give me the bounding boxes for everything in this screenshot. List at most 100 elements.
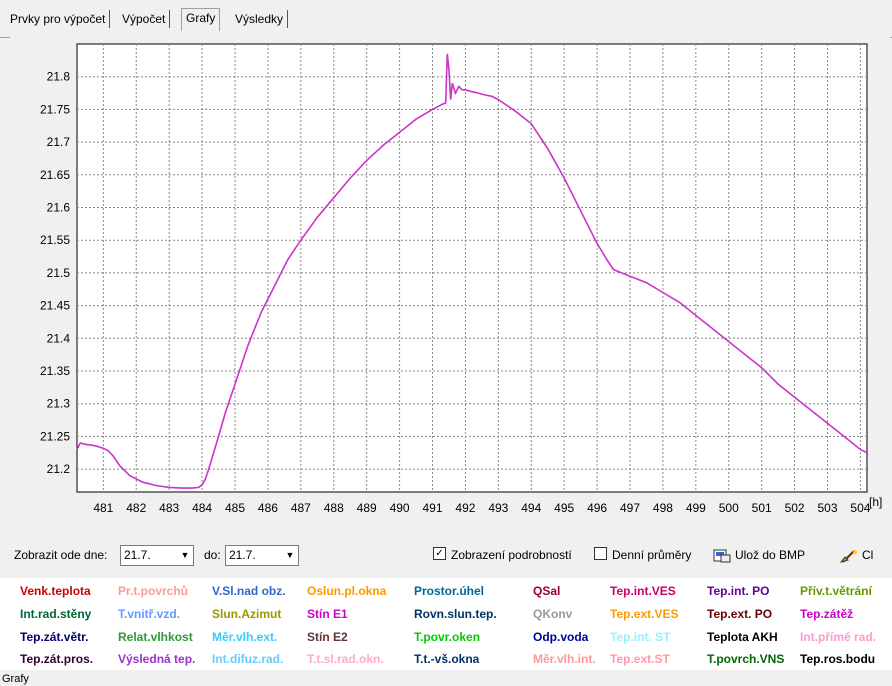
x-tick-label: 489 — [357, 501, 377, 515]
x-tick-label: 493 — [488, 501, 508, 515]
legend-item[interactable]: Oslun.pl.okna — [307, 584, 387, 598]
legend-item[interactable]: Rovn.slun.tep. — [414, 607, 497, 621]
legend-item[interactable]: Tep.int.VES — [610, 584, 676, 598]
from-date-value: 21.7. — [124, 548, 151, 562]
x-tick-label: 500 — [719, 501, 739, 515]
x-tick-label: 487 — [291, 501, 311, 515]
chart-controls: Zobrazit ode dne: 21.7. ▼ do: 21.7. ▼ ✓ … — [0, 540, 892, 570]
legend-item[interactable]: T.povrch.VNS — [707, 652, 785, 666]
y-tick-label: 21.6 — [47, 201, 71, 215]
save-bmp-label: Ulož do BMP — [735, 548, 806, 562]
broom-icon — [840, 549, 857, 563]
legend-item[interactable]: Stín E2 — [307, 630, 348, 644]
x-tick-label: 499 — [686, 501, 706, 515]
chevron-down-icon[interactable]: ▼ — [282, 546, 298, 565]
to-date-label: do: — [204, 548, 221, 562]
y-tick-label: 21.55 — [40, 233, 70, 247]
x-tick-label: 492 — [455, 501, 475, 515]
y-tick-label: 21.8 — [47, 70, 71, 84]
legend-item[interactable]: Výsledná tep. — [118, 652, 196, 666]
from-date-select[interactable]: 21.7. ▼ — [120, 545, 194, 566]
y-tick-label: 21.7 — [47, 135, 71, 149]
legend-item[interactable]: Int.rad.stěny — [20, 607, 92, 621]
tab-vypocet[interactable]: Výpočet — [118, 10, 171, 28]
clear-label: Cl — [862, 548, 874, 562]
x-tick-label: 504 — [850, 501, 870, 515]
tab-prvky-pro-vypocet[interactable]: Prvky pro výpočet — [6, 10, 111, 28]
legend-item[interactable]: T.t.sl.rad.okn. — [307, 652, 384, 666]
legend-item[interactable]: Venk.teplota — [20, 584, 91, 598]
daily-averages-checkbox[interactable] — [594, 547, 607, 560]
legend-item[interactable]: Tep.zátěž — [800, 607, 854, 621]
legend-item[interactable]: Teplota AKH — [707, 630, 778, 644]
line-chart: 21.2 21.25 21.3 21.35 21.4 21.45 21.5 21.55 21.6… — [40, 43, 882, 515]
to-date-value: 21.7. — [229, 548, 256, 562]
legend-item[interactable]: QKonv — [533, 607, 573, 621]
legend-item[interactable]: Přív.t.větrání — [800, 584, 872, 598]
legend-item[interactable]: Int.difuz.rad. — [212, 652, 284, 666]
tab-grafy[interactable]: Grafy — [181, 8, 221, 31]
y-tick-label: 21.35 — [40, 364, 70, 378]
chart-area: 21.2 21.25 21.3 21.35 21.4 21.45 21.5 21.55 21.6… — [10, 34, 890, 534]
x-tick-labels: 481 482 483 484 485 486 487 488 489 490 491 492 493 4… — [93, 501, 870, 515]
y-tick-label: 21.25 — [40, 429, 70, 443]
x-tick-label: 486 — [258, 501, 278, 515]
chevron-down-icon[interactable]: ▼ — [177, 546, 193, 565]
y-tick-labels: 21.2 21.25 21.3 21.35 21.4 21.45 21.5 21.55 21.6… — [40, 70, 70, 476]
y-tick-label: 21.5 — [47, 266, 71, 280]
legend-item[interactable]: Tep.int. PO — [707, 584, 770, 598]
y-tick-label: 21.65 — [40, 168, 70, 182]
legend-item[interactable]: Tep.ext. PO — [707, 607, 773, 621]
x-tick-label: 485 — [225, 501, 245, 515]
legend-item[interactable]: QSal — [533, 584, 561, 598]
legend-item[interactable]: Int.přímé rad. — [800, 630, 877, 644]
x-axis-unit: [h] — [869, 495, 882, 509]
x-tick-label: 490 — [390, 501, 410, 515]
legend-item[interactable]: T.t.-vš.okna — [414, 652, 480, 666]
tab-bar: Prvky pro výpočet Výpočet Grafy Výsledky — [0, 8, 892, 38]
legend-item[interactable]: Měr.vlh.int. — [533, 652, 596, 666]
x-tick-label: 491 — [422, 501, 442, 515]
x-tick-label: 497 — [620, 501, 640, 515]
grid-lines — [77, 44, 867, 492]
legend-item[interactable]: Slun.Azimut — [212, 607, 282, 621]
legend-item[interactable]: Relat.vlhkost — [118, 630, 193, 644]
legend-item[interactable]: Tep.int. ST — [610, 630, 671, 644]
plot-background — [76, 43, 868, 493]
y-tick-label: 21.75 — [40, 102, 70, 116]
legend-item[interactable]: T.vnitř.vzd. — [118, 607, 181, 621]
x-tick-label: 495 — [554, 501, 574, 515]
details-label: Zobrazení podrobností — [451, 548, 572, 562]
x-tick-label: 502 — [785, 501, 805, 515]
series-legend: Venk.teplota Pr.t.povrchů V.Sl.nad obz. Osl… — [0, 578, 892, 670]
legend-item[interactable]: Tep.ros.bodu — [800, 652, 876, 666]
tab-vysledky[interactable]: Výsledky — [231, 10, 289, 28]
legend-item[interactable]: V.Sl.nad obz. — [212, 584, 286, 598]
legend-item[interactable]: Měr.vlh.ext. — [212, 630, 278, 644]
legend-item[interactable]: Stín E1 — [307, 607, 348, 621]
y-tick-label: 21.45 — [40, 299, 70, 313]
series-line — [76, 53, 868, 489]
legend-item[interactable]: Tep.zát.pros. — [20, 652, 94, 666]
legend-item[interactable]: Tep.ext.ST — [610, 652, 670, 666]
x-tick-label: 498 — [653, 501, 673, 515]
legend-item[interactable]: T.povr.oken — [414, 630, 481, 644]
legend-item[interactable]: Prostor.úhel — [414, 584, 485, 598]
save-image-icon — [713, 549, 731, 563]
status-bar: Grafy — [2, 673, 29, 685]
daily-averages-label: Denní průměry — [612, 548, 692, 562]
x-tick-label: 503 — [817, 501, 837, 515]
from-date-label: Zobrazit ode dne: — [14, 548, 108, 562]
to-date-select[interactable]: 21.7. ▼ — [225, 545, 299, 566]
y-tick-label: 21.4 — [47, 331, 71, 345]
save-bmp-button[interactable]: Ulož do BMP — [713, 544, 805, 566]
series-group — [76, 53, 868, 489]
clear-button[interactable]: Cl — [840, 544, 873, 566]
legend-item[interactable]: Odp.voda — [533, 630, 589, 644]
x-tick-label: 488 — [324, 501, 344, 515]
x-tick-label: 484 — [192, 501, 212, 515]
legend-item[interactable]: Tep.zát.větr. — [20, 630, 89, 644]
legend-item[interactable]: Pr.t.povrchů — [118, 584, 189, 598]
legend-item[interactable]: Tep.ext.VES — [610, 607, 679, 621]
details-checkbox[interactable]: ✓ — [433, 547, 446, 560]
